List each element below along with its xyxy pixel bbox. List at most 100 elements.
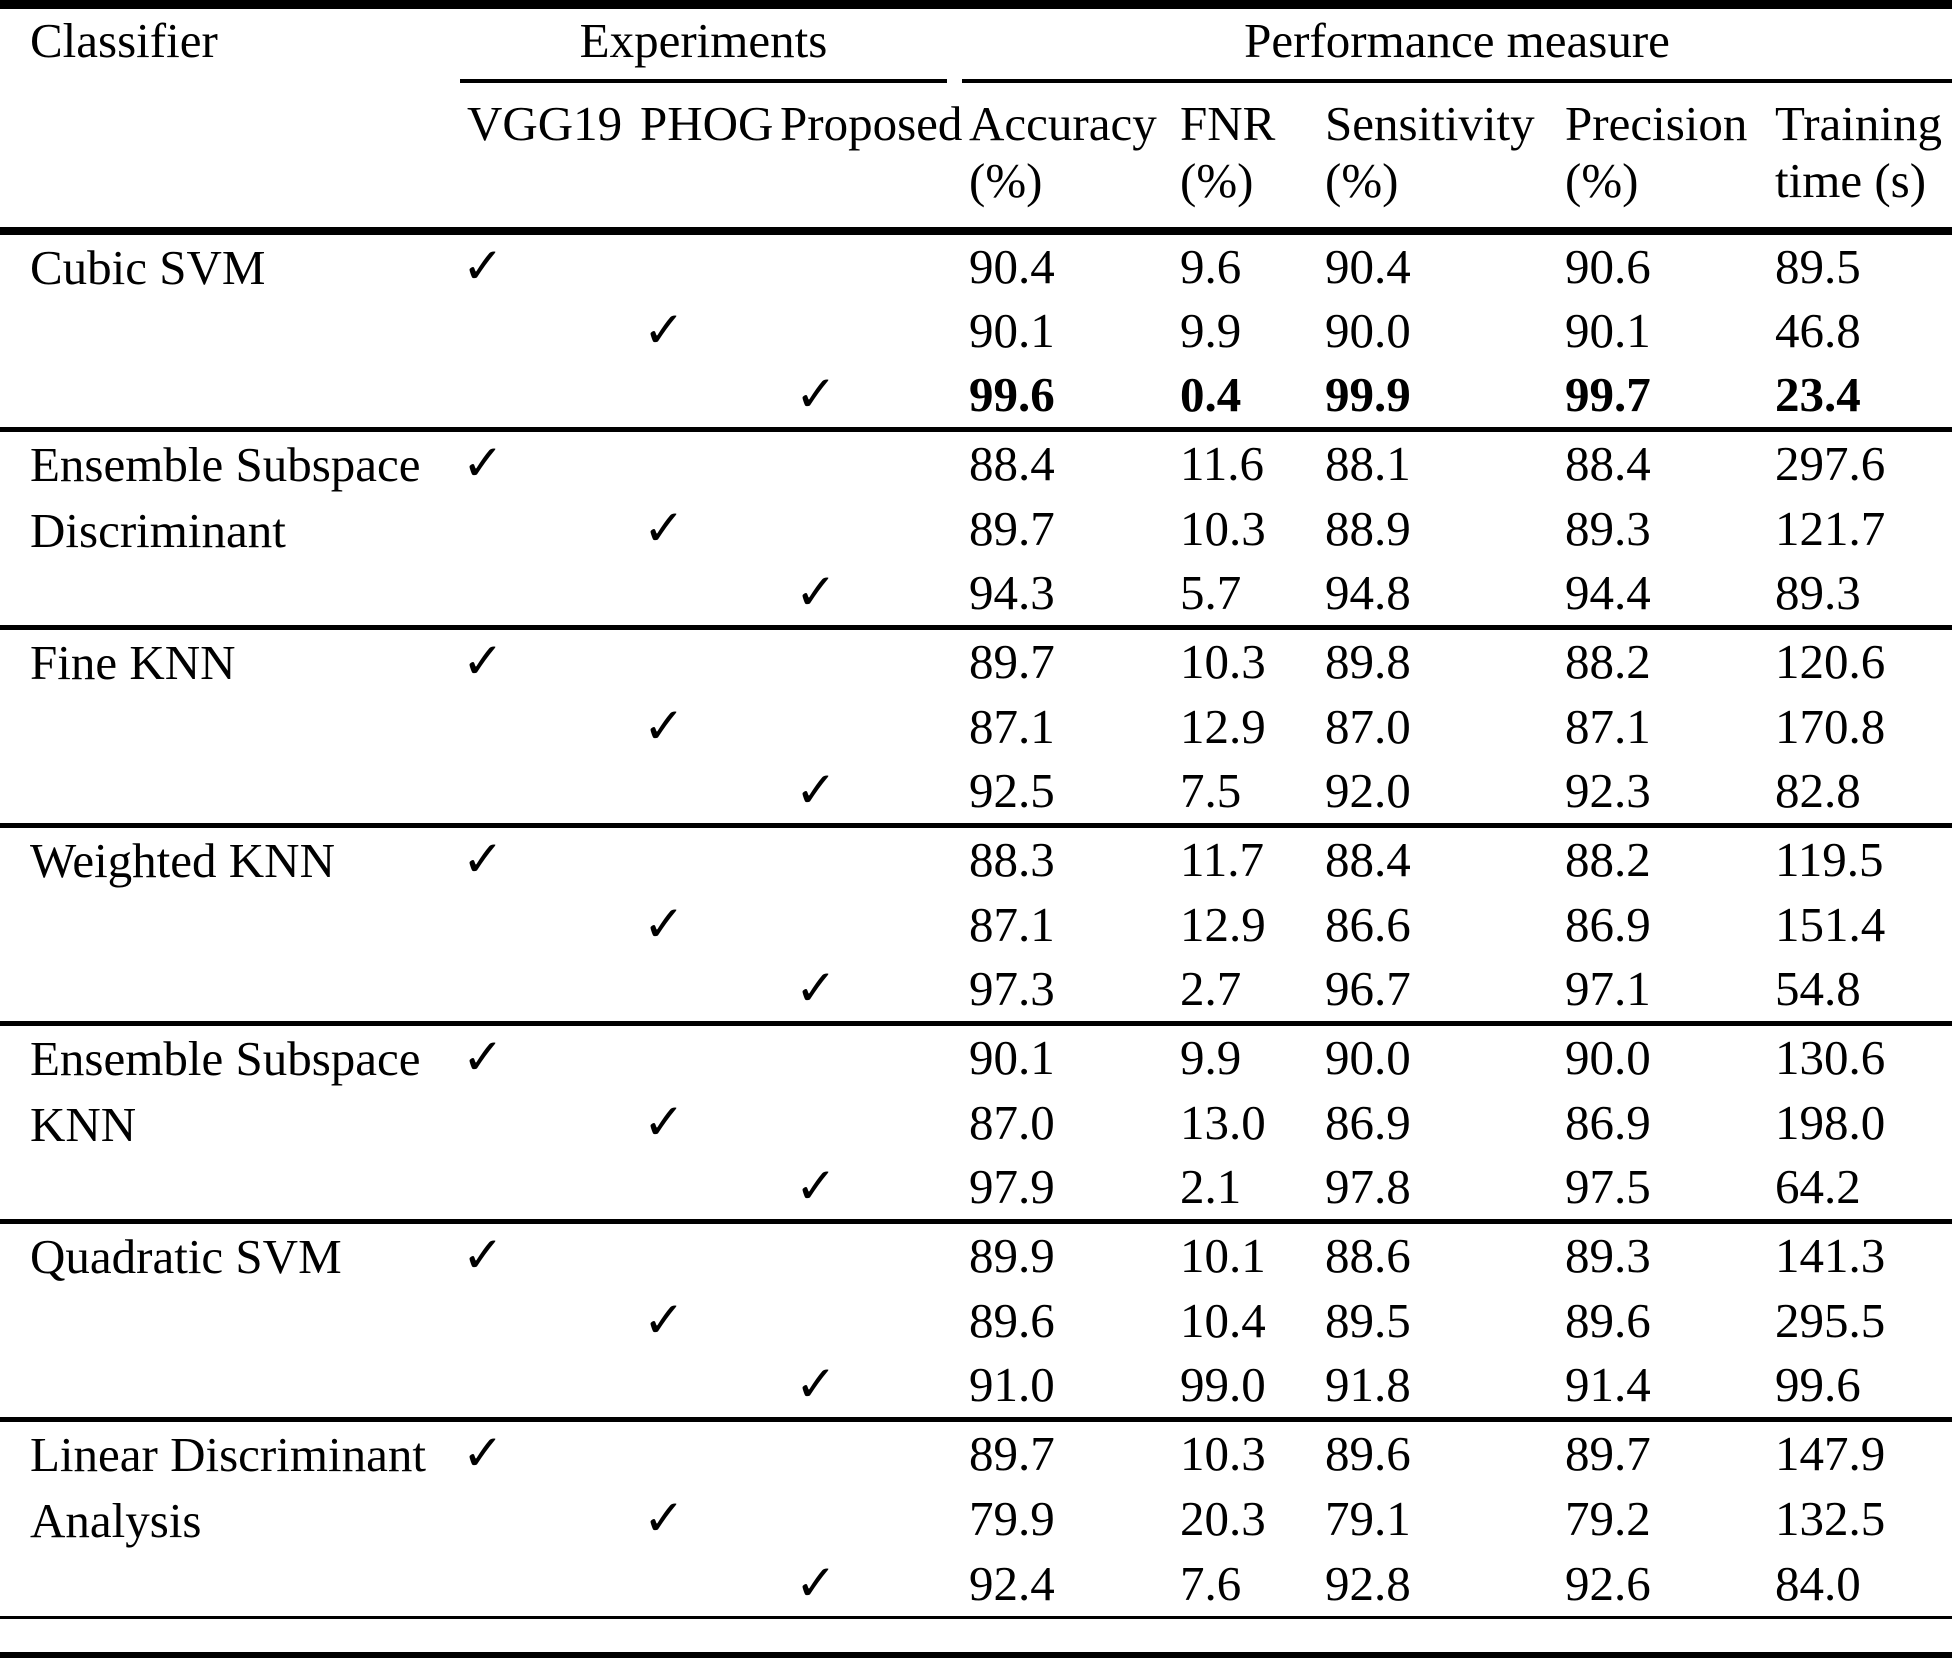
experiment-check-cell-vgg19: ✓ [460,627,630,693]
value-cell: 170.8 [1775,698,1886,754]
table-row: ✓ 90.1 9.9 90.0 90.1 46.8 [0,297,1952,363]
value-cell: 23.4 [1775,367,1861,423]
table-row: ✓ 79.9 20.3 79.1 79.2 132.5 [0,1485,1952,1551]
value-cell: 121.7 [1775,500,1886,556]
experiment-check-cell-vgg19 [460,1353,630,1419]
value-cell: 99.9 [1325,367,1411,423]
experiment-check-cell-proposed: ✓ [770,1155,962,1221]
table-row: ✓ 97.9 2.1 97.8 97.5 64.2 [0,1155,1952,1221]
table-row: Linear Discriminant Analysis ✓ 89.7 10.3 89.… [0,1419,1952,1548]
experiment-check-cell-proposed [770,1485,962,1551]
table-row: ✓ 97.3 2.7 96.7 97.1 54.8 [0,957,1952,1023]
classifier-name-cell: Quadratic SVM [30,1228,342,1284]
value-cell: 89.5 [1325,1292,1411,1348]
column-header-line: Accuracy [969,96,1157,151]
classifier-column-header: Classifier [30,13,218,68]
experiment-check-cell-phog: ✓ [630,1287,770,1353]
value-cell: 64.2 [1775,1159,1861,1215]
value-cell: 92.6 [1565,1555,1651,1611]
experiment-check-cell-vgg19: ✓ [460,429,630,495]
table-row: ✓ 89.7 10.3 88.9 89.3 121.7 [0,495,1952,561]
value-cell: 89.3 [1775,565,1861,621]
check-icon: ✓ [462,631,504,690]
classifier-group: Linear Discriminant Analysis ✓ 89.7 10.3 89.… [0,1419,1952,1617]
check-icon: ✓ [795,959,837,1018]
value-cell: 96.7 [1325,961,1411,1017]
check-icon: ✓ [795,563,837,622]
value-cell: 88.4 [1565,435,1651,491]
column-header-proposed: Proposed [780,96,963,151]
value-cell: 90.0 [1325,1029,1411,1085]
experiment-check-cell-vgg19 [460,495,630,561]
performance-group-header: Performance measure [962,5,1952,83]
value-cell: 88.3 [969,831,1055,887]
value-cell: 10.3 [1180,500,1266,556]
value-cell: 88.2 [1565,633,1651,689]
check-icon: ✓ [643,894,685,953]
value-cell: 90.1 [1565,302,1651,358]
classifier-name-cell: Cubic SVM [30,240,266,295]
table-row: ✓ 94.3 5.7 94.8 94.4 89.3 [0,561,1952,627]
experiment-check-cell-vgg19 [460,759,630,825]
value-cell: 90.0 [1565,1029,1651,1085]
experiment-check-cell-proposed: ✓ [770,957,962,1023]
check-icon: ✓ [795,1355,837,1414]
value-cell: 79.9 [969,1490,1055,1546]
column-header-precision: Precision (%) [1560,83,1770,231]
value-cell: 119.5 [1775,831,1884,887]
classifier-group: Weighted KNN ✓ 88.3 11.7 88.4 88.2 119.5 ✓ 87.1 1… [0,825,1952,1023]
experiment-check-cell-vgg19: ✓ [460,231,630,297]
experiment-check-cell-proposed [770,495,962,561]
experiments-group-label: Experiments [579,13,828,68]
value-cell: 2.1 [1180,1159,1242,1215]
value-cell: 89.3 [1565,500,1651,556]
experiment-check-cell-phog [630,561,770,627]
experiment-check-cell-proposed [770,1287,962,1353]
experiment-check-cell-proposed [770,1023,962,1089]
column-header-line: Training [1775,96,1943,151]
value-cell: 13.0 [1180,1094,1266,1150]
experiments-group-underline: Experiments [460,9,948,83]
value-cell: 10.4 [1180,1292,1266,1348]
value-cell: 5.7 [1180,565,1242,621]
value-cell: 2.7 [1180,961,1242,1017]
experiment-check-cell-vgg19 [460,1089,630,1155]
experiment-check-cell-vgg19: ✓ [460,1221,630,1287]
check-icon: ✓ [795,1553,837,1612]
experiment-check-cell-vgg19 [460,891,630,957]
value-cell: 94.4 [1565,565,1651,621]
value-cell: 97.5 [1565,1159,1651,1215]
value-cell: 132.5 [1775,1490,1886,1546]
value-cell: 97.8 [1325,1159,1411,1215]
value-cell: 92.4 [969,1555,1055,1611]
experiment-check-cell-proposed [770,429,962,495]
experiment-check-cell-phog: ✓ [630,495,770,561]
value-cell: 97.9 [969,1159,1055,1215]
check-icon: ✓ [462,236,504,295]
value-cell: 7.5 [1180,763,1242,819]
value-cell: 12.9 [1180,896,1266,952]
experiment-check-cell-phog [630,429,770,495]
value-cell: 10.3 [1180,633,1266,689]
value-cell: 91.4 [1565,1357,1651,1413]
value-cell: 86.6 [1325,896,1411,952]
table-row: Ensemble Subspace Discriminant ✓ 88.4 11.6 8… [0,429,1952,558]
column-header-vgg19: VGG19 [467,96,623,151]
experiment-check-cell-proposed [770,825,962,891]
experiment-check-cell-phog: ✓ [630,693,770,759]
experiment-check-cell-vgg19 [460,957,630,1023]
performance-group-label: Performance measure [1244,13,1670,68]
value-cell: 130.6 [1775,1029,1886,1085]
experiment-check-cell-phog [630,825,770,891]
value-cell: 10.1 [1180,1227,1266,1283]
check-icon: ✓ [643,1290,685,1349]
table-row: ✓ 87.0 13.0 86.9 86.9 198.0 [0,1089,1952,1155]
experiment-check-cell-proposed [770,693,962,759]
value-cell: 82.8 [1775,763,1861,819]
column-header-line: (%) [1180,153,1254,208]
experiment-check-cell-vgg19 [460,1551,630,1617]
value-cell: 88.4 [969,435,1055,491]
value-cell: 90.0 [1325,302,1411,358]
experiment-check-cell-phog [630,1221,770,1287]
